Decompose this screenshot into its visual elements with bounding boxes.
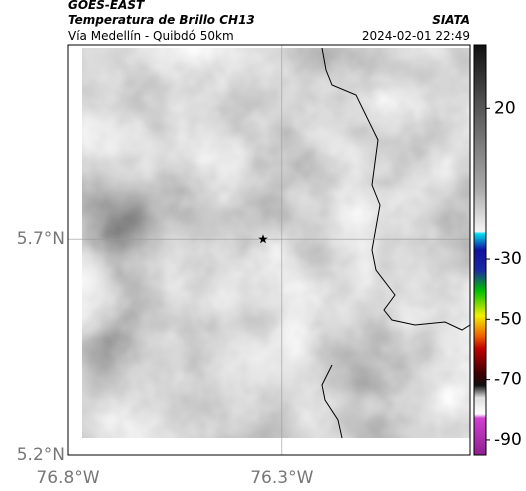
datetime: 2024-02-01 22:49	[362, 29, 470, 43]
satellite-image	[82, 48, 470, 438]
colorbar	[473, 44, 487, 456]
y-tick-label: 5.2°N	[17, 445, 65, 465]
x-tick-label: 76.8°W	[36, 468, 99, 488]
colorbar-tick-label: -50	[494, 309, 522, 329]
route: Vía Medellín - Quibdó 50km	[68, 29, 234, 43]
location-marker	[258, 234, 268, 244]
y-tick-label: 5.7°N	[17, 229, 65, 249]
colorbar-tick-label: -90	[494, 430, 522, 450]
map-frame	[67, 44, 471, 456]
border-line	[321, 47, 471, 439]
colorbar-tick-label: -30	[494, 249, 522, 269]
x-tick-label: 76.3°W	[250, 468, 313, 488]
satellite: GOES-EAST	[68, 0, 145, 12]
colorbar-tick-label: 20	[494, 98, 516, 118]
colorbar-tick-label: -70	[494, 370, 522, 390]
product: Temperatura de Brillo CH13	[68, 13, 255, 27]
source: SIATA	[432, 13, 470, 27]
